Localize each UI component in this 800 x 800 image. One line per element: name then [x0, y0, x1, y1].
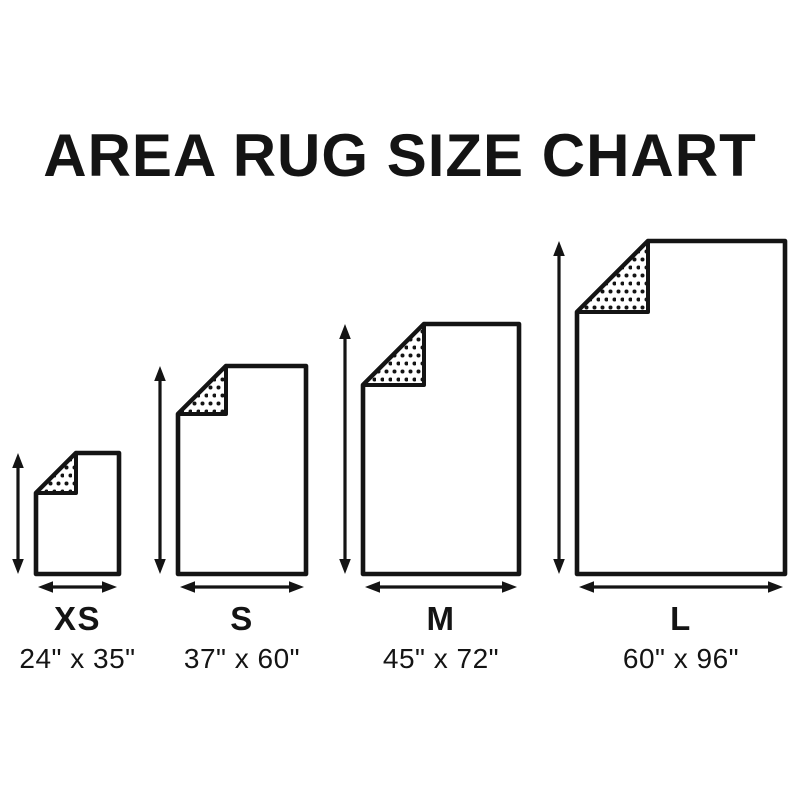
arrowhead-down-icon — [553, 559, 565, 574]
width-arrow-s — [180, 581, 304, 593]
height-arrow-m — [339, 324, 351, 574]
arrowhead-right-icon — [768, 581, 783, 593]
size-dimensions-m: 45" x 72" — [382, 643, 500, 674]
page-title: AREA RUG SIZE CHART — [43, 122, 757, 189]
caption-s: S 37" x 60" — [152, 601, 332, 675]
arrowhead-left-icon — [38, 581, 53, 593]
size-dimensions-l: 60" x 96" — [622, 643, 740, 674]
height-arrow-s — [154, 366, 166, 574]
size-label-l: L — [670, 600, 692, 637]
size-dimensions-xs: 24" x 35" — [19, 643, 136, 674]
arrowhead-down-icon — [339, 559, 351, 574]
arrowhead-up-icon — [553, 241, 565, 256]
arrowhead-right-icon — [102, 581, 117, 593]
arrowhead-down-icon — [12, 559, 24, 574]
arrowhead-left-icon — [180, 581, 195, 593]
size-label-xs: XS — [53, 600, 102, 637]
caption-l: L 60" x 96" — [591, 601, 771, 675]
rug-fold-l — [575, 239, 650, 314]
arrowhead-up-icon — [339, 324, 351, 339]
rug-fold-s — [176, 364, 228, 416]
arrowhead-down-icon — [154, 559, 166, 574]
arrowhead-up-icon — [154, 366, 166, 381]
rug-fold-m — [361, 322, 426, 387]
caption-m: M 45" x 72" — [351, 601, 531, 675]
size-group-s — [154, 363, 309, 593]
arrowhead-up-icon — [12, 453, 24, 468]
arrowhead-left-icon — [365, 581, 380, 593]
width-arrow-xs — [38, 581, 117, 593]
height-arrow-xs — [12, 453, 24, 574]
caption-xs: XS 24" x 35" — [0, 601, 168, 675]
width-arrow-l — [579, 581, 783, 593]
arrowhead-left-icon — [579, 581, 594, 593]
rug-fold-xs — [34, 451, 78, 495]
height-arrow-l — [553, 241, 565, 574]
size-label-s: S — [230, 600, 254, 637]
size-group-m — [339, 321, 522, 593]
size-group-xs — [12, 450, 122, 593]
size-group-l — [553, 238, 788, 593]
size-dimensions-s: 37" x 60" — [183, 643, 301, 674]
size-label-m: M — [426, 600, 456, 637]
arrowhead-right-icon — [289, 581, 304, 593]
arrowhead-right-icon — [502, 581, 517, 593]
width-arrow-m — [365, 581, 517, 593]
